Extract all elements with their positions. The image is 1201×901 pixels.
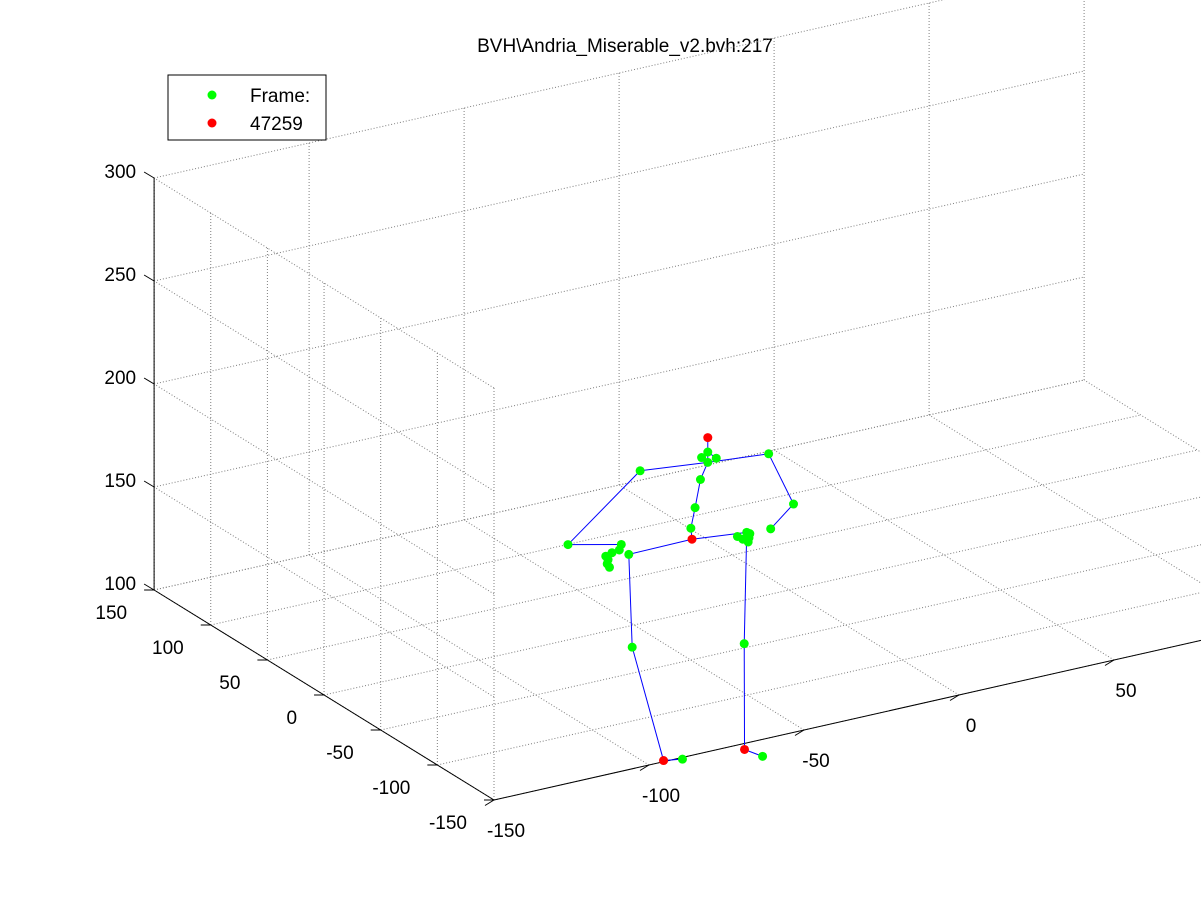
legend-marker-green: [207, 90, 217, 100]
end-joint-marker: [687, 534, 697, 544]
grid-floor-y: [437, 592, 1201, 766]
grid-floor-x: [773, 449, 1115, 661]
grid-left-z: [153, 177, 495, 389]
y-tick-label: -100: [372, 778, 410, 799]
joint-marker: [764, 449, 774, 459]
grid-floor-x: [308, 554, 650, 766]
legend-box: [167, 74, 327, 141]
grid-floor-y: [323, 496, 1201, 696]
joint-marker: [742, 527, 752, 537]
bone: [628, 538, 693, 555]
joint-marker: [758, 751, 768, 761]
x-axis-line: [493, 639, 1201, 801]
z-tick-label: 150: [104, 471, 136, 492]
joint-marker: [697, 453, 707, 463]
x-tick-label: -50: [802, 751, 829, 772]
x-tick-label: 50: [1115, 681, 1136, 702]
grid-floor-y: [493, 639, 1201, 801]
joint-marker: [766, 524, 776, 534]
end-joint-marker: [659, 756, 669, 766]
bone: [694, 479, 701, 508]
z-tick-label: 100: [104, 574, 136, 595]
joint-marker: [614, 545, 624, 555]
bone: [628, 554, 633, 648]
z-tick: [143, 480, 155, 488]
grid-floor-y: [267, 449, 1198, 661]
joint-marker: [732, 531, 742, 541]
grid-left-z: [153, 383, 495, 595]
bone: [770, 503, 794, 530]
skeleton-joints: [563, 433, 799, 766]
joint-marker: [635, 466, 645, 476]
x-tick: [639, 764, 650, 771]
joint-marker: [627, 642, 637, 652]
end-joint-marker: [740, 744, 750, 754]
grid-left-z: [153, 486, 495, 698]
grid-floor-y: [380, 544, 1201, 731]
grid-floor-y: [210, 414, 1141, 626]
joint-marker: [677, 754, 687, 764]
legend-label-frame-number: 47259: [250, 114, 303, 135]
joint-marker: [703, 447, 713, 457]
joint-marker: [739, 639, 749, 649]
legend: Frame: 47259: [167, 74, 327, 141]
joint-marker: [563, 540, 573, 550]
bone: [640, 461, 708, 472]
grid-left-z: [153, 280, 495, 492]
joint-marker: [690, 503, 700, 513]
bone: [743, 532, 748, 644]
z-tick: [143, 171, 155, 179]
tick-labels: -150 -100 -50 0 50 100 150 -150 -100 -50 0 50 100 150…: [95, 162, 1136, 842]
bone: [567, 470, 641, 545]
x-tick-label: -150: [487, 821, 525, 842]
y-tick-label: 100: [152, 638, 184, 659]
z-tick-label: 250: [104, 265, 136, 286]
z-tick: [143, 377, 155, 385]
grid-floor-x: [463, 519, 805, 731]
grid-back-z: [153, 276, 1085, 488]
chart-title: BVH\Andria_Miserable_v2.bvh:217: [477, 36, 773, 57]
end-joint-marker: [703, 433, 713, 443]
z-tick: [143, 274, 155, 282]
joint-marker: [686, 523, 696, 533]
y-tick-label: -150: [429, 813, 467, 834]
x-tick: [949, 694, 960, 701]
z-tick-label: 300: [104, 162, 136, 183]
grid-floor-x: [618, 484, 960, 696]
joint-marker: [604, 562, 614, 572]
legend-marker-red: [207, 118, 217, 128]
joint-marker: [711, 453, 721, 463]
joint-marker: [695, 475, 705, 484]
joint-marker: [624, 549, 634, 559]
x-tick: [1104, 659, 1115, 666]
x-tick-label: 0: [966, 716, 977, 737]
grid-back-z: [153, 379, 1085, 591]
y-tick-label: 50: [219, 673, 240, 694]
bone: [631, 647, 665, 761]
legend-label-frame: Frame:: [250, 86, 310, 107]
grid-floor-x: [1083, 379, 1201, 453]
z-tick: [143, 583, 155, 591]
axes: [143, 171, 1201, 806]
skeleton-bones: [567, 437, 794, 762]
x-tick-label: -100: [642, 786, 680, 807]
grid-floor-x: [928, 414, 1201, 584]
y-tick-label: 150: [95, 603, 127, 624]
x-tick: [794, 729, 805, 736]
joint-marker: [703, 457, 713, 467]
y-tick-label: 0: [286, 708, 297, 729]
joint-marker: [789, 499, 799, 509]
bone: [768, 453, 794, 505]
y-tick-label: -50: [326, 743, 353, 764]
z-tick-label: 200: [104, 368, 136, 389]
x-tick: [484, 799, 495, 806]
